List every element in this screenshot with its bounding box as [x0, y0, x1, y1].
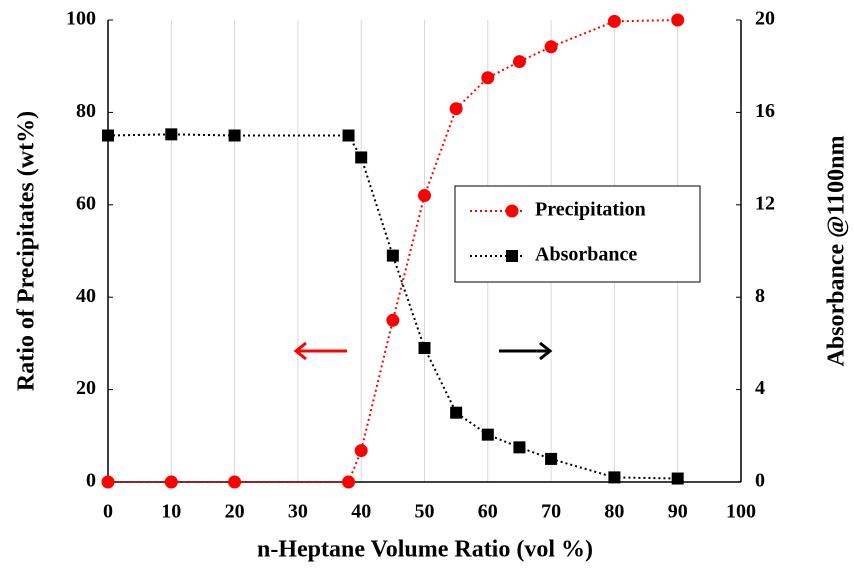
marker — [544, 40, 558, 54]
marker — [101, 475, 115, 489]
marker — [354, 444, 368, 458]
arrows — [293, 341, 553, 361]
marker — [418, 342, 431, 355]
y-tick-label: 40 — [76, 285, 96, 307]
marker — [355, 151, 368, 164]
marker — [386, 249, 399, 262]
x-tick-label: 20 — [225, 501, 245, 523]
y-tick-label: 100 — [66, 8, 96, 30]
left-arrow-head — [293, 341, 307, 361]
x-tick-label: 30 — [288, 501, 308, 523]
legend-label: Precipitation — [535, 199, 646, 221]
y2-axis-title: Absorbance @1100nm — [824, 135, 850, 366]
x-tick-label: 100 — [726, 501, 756, 523]
marker — [545, 452, 558, 465]
x-tick-label: 60 — [478, 501, 498, 523]
marker — [342, 475, 356, 489]
marker — [165, 128, 178, 141]
legend-box — [454, 185, 701, 283]
legend-marker — [505, 204, 519, 218]
legend-marker — [506, 250, 518, 262]
y-tick-label: 60 — [76, 192, 96, 214]
marker — [671, 472, 684, 485]
marker — [386, 313, 400, 327]
marker — [228, 475, 242, 489]
marker — [481, 71, 495, 85]
y-tick-label: 80 — [76, 100, 96, 122]
marker — [450, 406, 463, 419]
y2-tick-label: 16 — [755, 100, 775, 122]
x-tick-label: 50 — [415, 501, 435, 523]
marker — [418, 189, 431, 203]
y2-tick-label: 12 — [755, 192, 775, 214]
marker — [481, 428, 494, 441]
y2-tick-label: 8 — [755, 285, 765, 307]
marker — [671, 13, 685, 27]
marker — [449, 102, 463, 116]
marker — [512, 55, 526, 69]
x-axis-title: n-Heptane Volume Ratio (vol %) — [257, 537, 593, 563]
marker — [607, 14, 621, 28]
x-tick-label: 10 — [161, 501, 181, 523]
x-tick-label: 70 — [541, 501, 561, 523]
y2-tick-label: 20 — [755, 8, 775, 30]
x-tick-label: 40 — [351, 501, 371, 523]
legend: Precipitation Absorbance — [454, 185, 701, 283]
y2-tick-label: 0 — [755, 470, 765, 492]
marker — [513, 441, 526, 454]
marker — [228, 129, 241, 142]
x-tick-label: 80 — [604, 501, 624, 523]
marker — [342, 129, 355, 142]
marker — [164, 475, 178, 489]
right-arrow-head — [539, 341, 553, 361]
x-tick-label: 0 — [103, 501, 113, 523]
y-tick-label: 20 — [76, 377, 96, 399]
y2-tick-label: 4 — [755, 377, 765, 399]
y-tick-label: 0 — [86, 470, 96, 492]
y-axis-title: Ratio of Precipitates (wt%) — [14, 111, 40, 391]
marker — [608, 471, 621, 484]
x-tick-label: 90 — [668, 501, 688, 523]
marker — [102, 129, 114, 142]
legend-label: Absorbance — [535, 244, 637, 266]
